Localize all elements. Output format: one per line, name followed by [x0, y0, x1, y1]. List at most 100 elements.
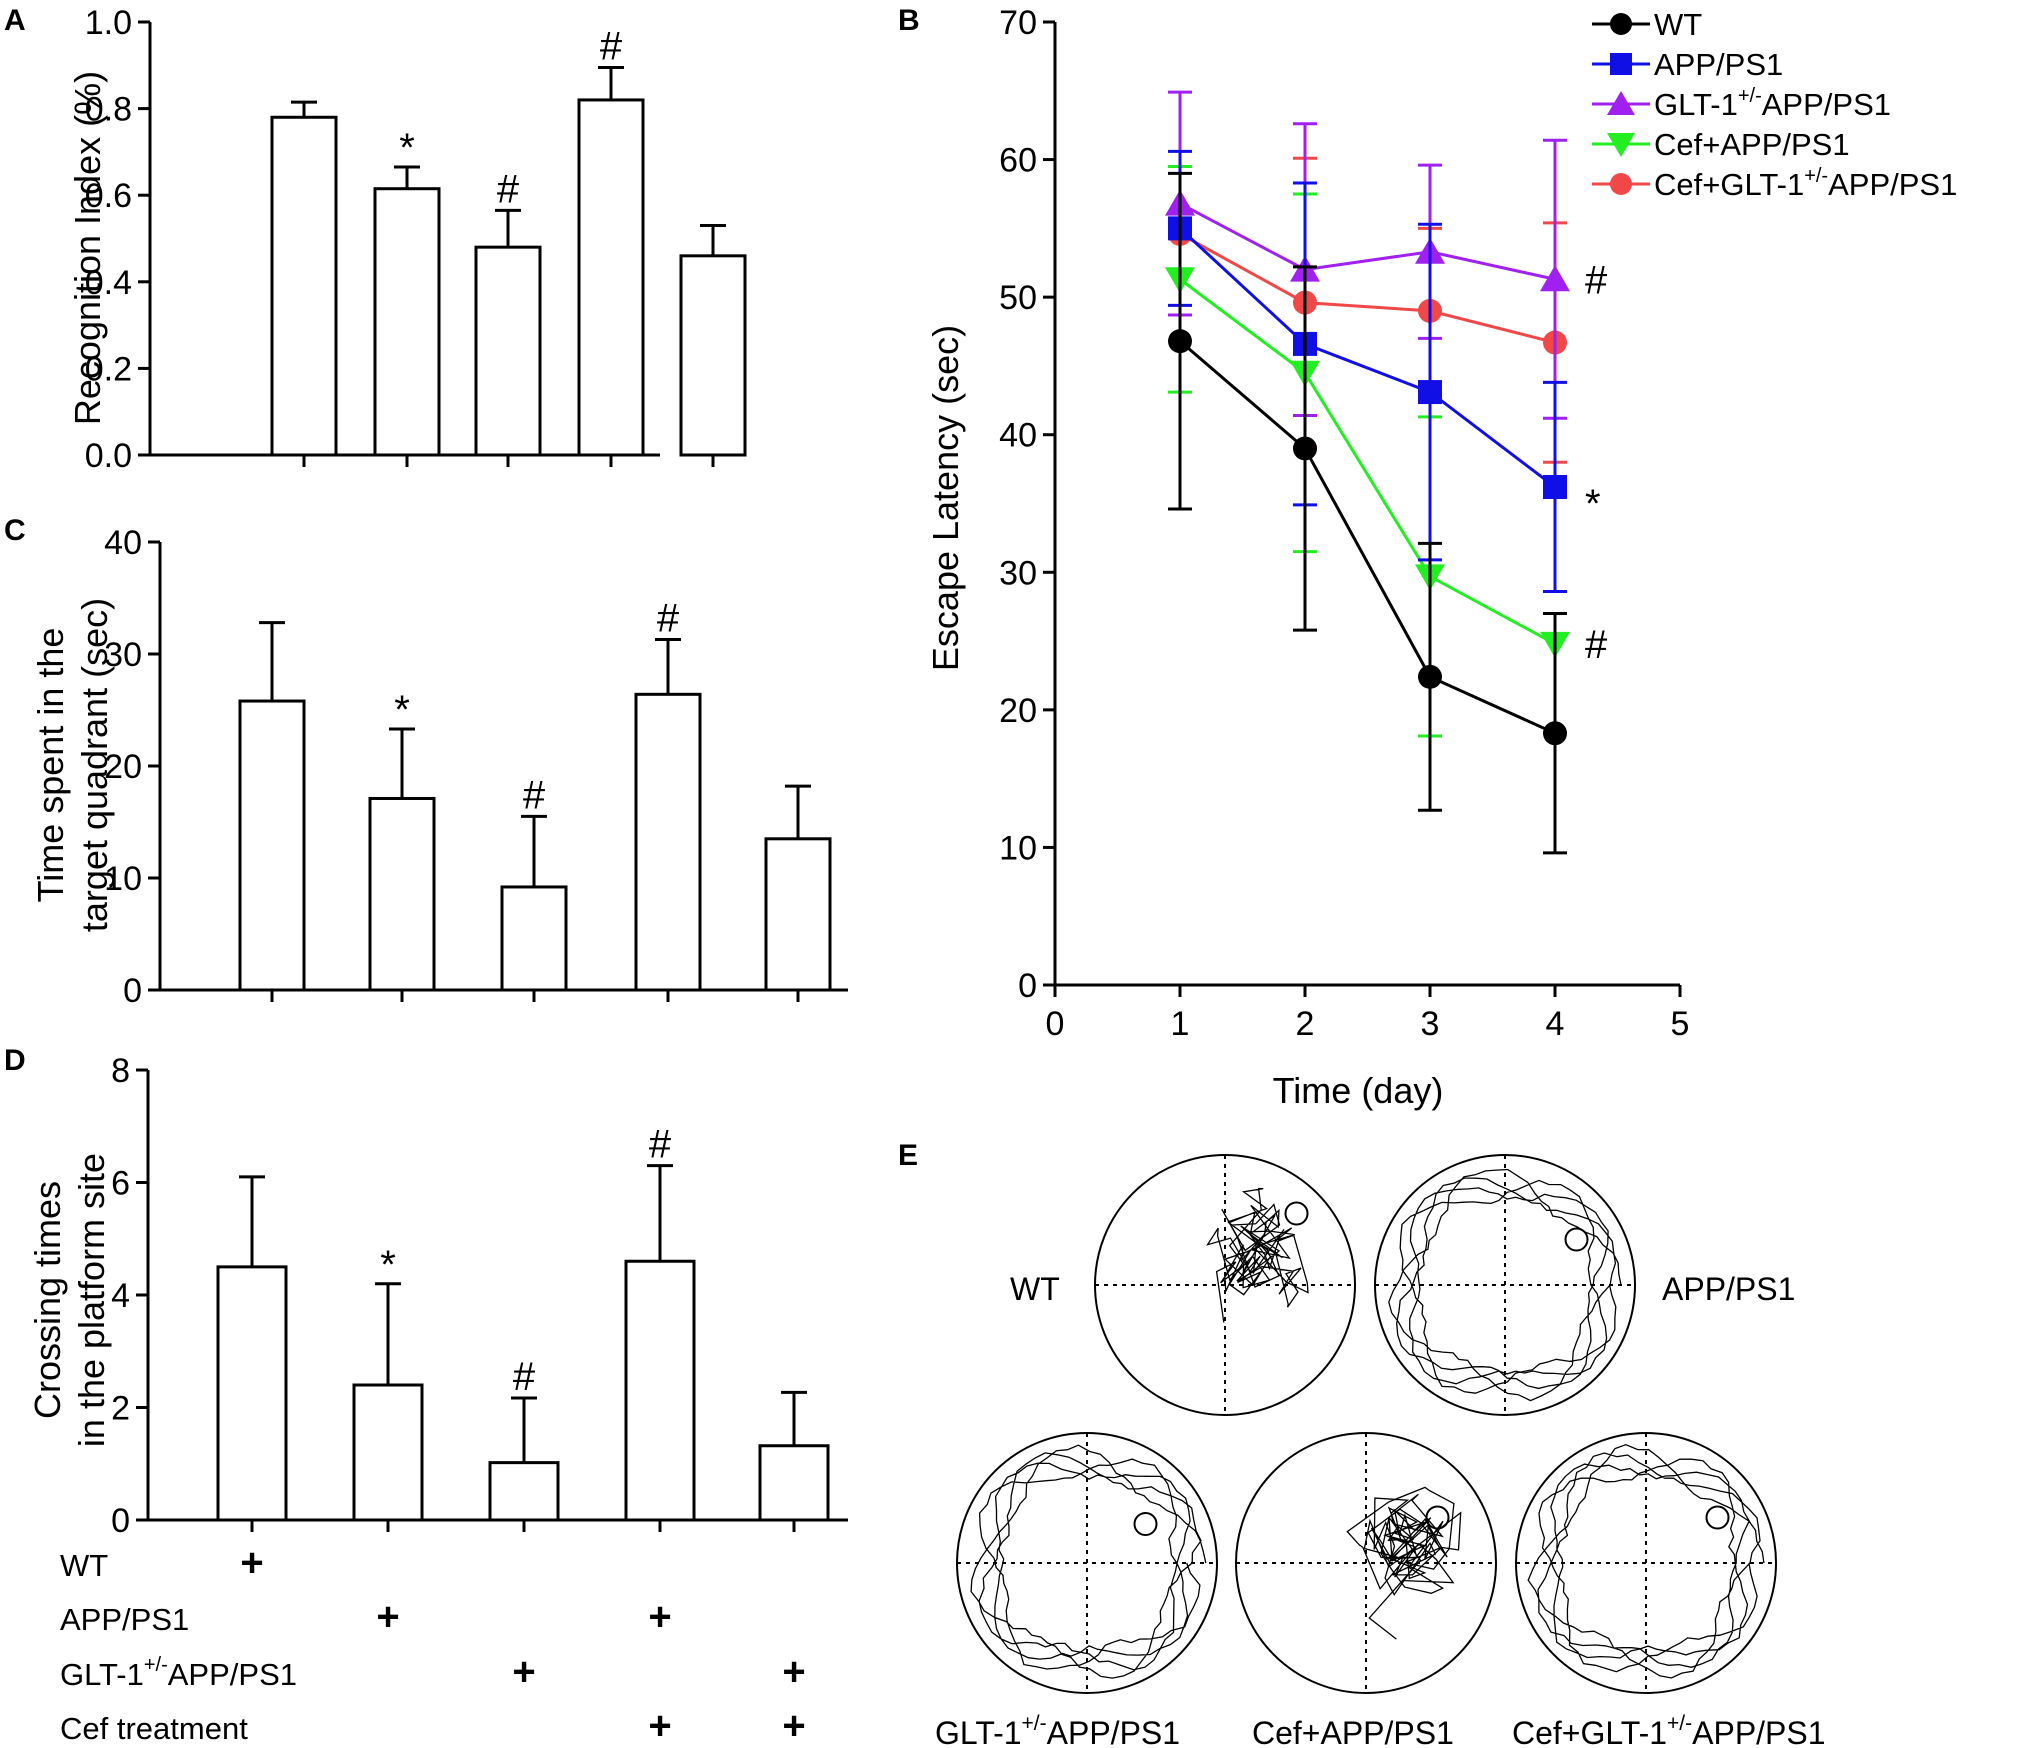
panel-c-y-axis-title-line1: Time spent in the — [30, 628, 71, 903]
panel-b-x-tick-label: 0 — [1046, 1005, 1065, 1043]
legend-entry-2: APP/PS1 — [1654, 47, 1783, 82]
panel-b-series-5 — [1168, 158, 1567, 462]
legend-entry-4: Cef+APP/PS1 — [1654, 127, 1850, 162]
panel-c-bar-1 — [240, 701, 304, 990]
panel-d-y-tick-label: 6 — [111, 1165, 130, 1203]
panel-b-line-chart: Escape Latency (sec) Time (day) 0 10 20 30 4… — [925, 4, 1689, 1111]
legend-marker — [1610, 53, 1632, 75]
panel-c-y-tick-label: 10 — [104, 860, 142, 898]
panel-letter-c: C — [4, 514, 26, 547]
legend-marker — [1610, 173, 1632, 195]
panel-b-series-4: # — [1165, 166, 1608, 736]
panel-b-y-tick-label: 20 — [999, 692, 1037, 730]
legend-entry-3: GLT-1+/-APP/PS1 — [1654, 85, 1891, 122]
panel-b-x-tick-label: 1 — [1171, 1005, 1190, 1043]
panel-b-series-2: * — [1168, 151, 1601, 591]
group-row-label-glt1-app-ps1: GLT-1+/-APP/PS1 — [60, 1654, 297, 1692]
panel-d-y-tick-label: 0 — [111, 1502, 130, 1540]
panel-c-bar-2 — [370, 798, 434, 990]
panel-b-x-tick-label: 3 — [1421, 1005, 1440, 1043]
panel-d-bar-5 — [760, 1446, 828, 1520]
panel-c-y-tick-label: 40 — [104, 524, 142, 562]
track-label-glt1-app-ps1: GLT-1+/-APP/PS1 — [935, 1712, 1180, 1748]
panel-a-bar-1 — [272, 117, 336, 455]
panel-b-series-3: # — [1165, 92, 1608, 418]
panel-b-y-tick-label: 60 — [999, 142, 1037, 180]
panel-b-series-line — [1180, 279, 1555, 644]
panel-a-bar-2 — [375, 189, 439, 455]
panel-c-y-tick-label: 0 — [123, 972, 142, 1010]
panel-d-y-axis-title-line1: Crossing times — [27, 1181, 68, 1419]
panel-b-x-tick-label: 2 — [1296, 1005, 1315, 1043]
panel-a-significance-marker-4: # — [600, 24, 623, 68]
group-row-label-app-ps1: APP/PS1 — [60, 1602, 189, 1637]
panel-c-bar-4 — [636, 694, 700, 990]
panel-d-y-tick-label: 4 — [111, 1277, 130, 1315]
panel-b-y-axis-title: Escape Latency (sec) — [925, 325, 966, 671]
panel-d-bar-1 — [218, 1267, 286, 1520]
panel-a-bar-3 — [476, 247, 540, 455]
panel-a-y-tick-label: 1.0 — [85, 4, 132, 42]
group-row-label-cef-treatment: Cef treatment — [60, 1711, 248, 1746]
figure-canvas: A B C D E Recognition Index (%) 0.00.20.… — [0, 0, 2028, 1748]
panel-d-bar-3 — [490, 1463, 558, 1520]
panel-c-bar-5 — [766, 839, 830, 990]
panel-b-series-1 — [1168, 173, 1567, 853]
panel-b-point — [1293, 436, 1317, 460]
group-plus-sign: + — [376, 1595, 399, 1639]
panel-d-bar-2 — [354, 1385, 422, 1520]
panel-b-y-tick-label: 70 — [999, 4, 1037, 42]
panel-d-significance-marker-3: # — [513, 1355, 536, 1399]
panel-c-significance-marker-2: * — [394, 688, 410, 732]
panel-letter-e: E — [898, 1139, 918, 1172]
panel-letter-a: A — [4, 4, 26, 37]
group-plus-sign: + — [240, 1541, 263, 1585]
panel-d-y-axis-title-line2: in the platform site — [71, 1153, 112, 1447]
panel-a-bar-chart: Recognition Index (%) 0.0 0.2 0.4 0.6 0.8 1.0… — [67, 4, 745, 475]
panel-b-point — [1418, 665, 1442, 689]
panel-c-y-tick-label: 30 — [104, 636, 142, 674]
swim-track-3 — [957, 1433, 1217, 1693]
panel-b-series-line — [1180, 204, 1555, 280]
panel-d-y-tick-label: 2 — [111, 1390, 130, 1428]
group-plus-sign: + — [782, 1704, 805, 1748]
panel-b-x-axis-title: Time (day) — [1273, 1070, 1444, 1111]
group-row-label-wt: WT — [60, 1548, 108, 1583]
panel-c-y-tick-label: 20 — [104, 748, 142, 786]
panel-d-bar-chart: Crossing times in the platform site 0 2 4 6… — [27, 1052, 848, 1540]
panel-c-significance-marker-4: # — [657, 596, 680, 640]
panel-c-significance-marker-3: # — [523, 773, 546, 817]
panel-b-y-tick-label: 40 — [999, 417, 1037, 455]
panel-b-significance-marker: * — [1585, 482, 1601, 526]
panel-c-bar-chart: Time spent in the target quadrant (sec) … — [30, 524, 848, 1010]
panel-d-significance-marker-2: * — [380, 1243, 396, 1287]
panel-b-y-tick-label: 10 — [999, 829, 1037, 867]
panel-d-significance-marker-4: # — [649, 1123, 672, 1167]
panel-a-significance-marker-2: * — [399, 126, 415, 170]
swim-track-1 — [1095, 1155, 1355, 1415]
panel-b-point — [1543, 721, 1567, 745]
legend-entry-1: WT — [1654, 7, 1702, 42]
panel-letter-d: D — [4, 1044, 26, 1077]
group-plus-sign: + — [512, 1650, 535, 1694]
group-plus-sign: + — [782, 1650, 805, 1694]
panel-b-y-tick-label: 50 — [999, 279, 1037, 317]
panel-b-y-tick-label: 30 — [999, 554, 1037, 592]
group-plus-sign: + — [648, 1704, 671, 1748]
panel-e-swim-tracks: WT APP/PS1 GLT-1+/-APP/PS1 Cef+APP/PS1 C… — [935, 1155, 1826, 1748]
panel-letter-b: B — [898, 4, 920, 37]
panel-b-series-line — [1180, 234, 1555, 343]
panel-b-x-tick-label: 5 — [1671, 1005, 1690, 1043]
panel-a-significance-marker-3: # — [497, 167, 520, 211]
panel-b-x-tick-label: 4 — [1546, 1005, 1565, 1043]
panel-a-y-tick-label: 0.2 — [85, 350, 132, 388]
panel-b-point — [1543, 475, 1567, 499]
track-label-app-ps1: APP/PS1 — [1662, 1271, 1795, 1307]
panel-d-bar-4 — [626, 1261, 694, 1520]
panel-b-significance-marker: # — [1585, 258, 1608, 302]
legend-entry-5: Cef+GLT-1+/-APP/PS1 — [1654, 165, 1957, 202]
panel-a-y-tick-label: 0.4 — [85, 264, 132, 302]
panel-c-bar-3 — [502, 887, 566, 990]
panel-b-series-line — [1180, 341, 1555, 733]
legend-marker — [1610, 13, 1632, 35]
